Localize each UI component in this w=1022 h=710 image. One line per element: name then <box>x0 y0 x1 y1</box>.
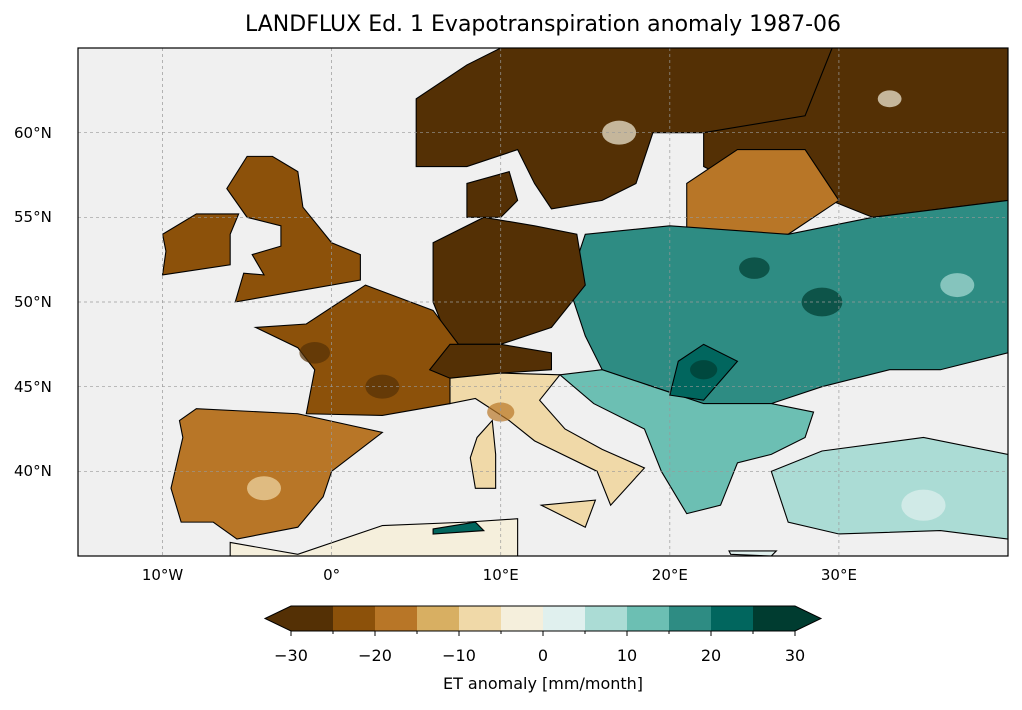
lon-tick-label: 0° <box>323 566 341 584</box>
colorbar-over-arrow <box>795 606 821 631</box>
land-great-britain <box>226 155 361 303</box>
land-denmark <box>466 170 519 218</box>
colorbar-tick-label: 30 <box>784 646 806 665</box>
colorbar-segment <box>753 606 796 631</box>
colorbar-segment <box>375 606 418 631</box>
colorbar-tick-label: 20 <box>700 646 722 665</box>
colorbar-tick-label: −10 <box>442 646 476 665</box>
lat-tick-label: 60°N <box>14 123 52 142</box>
lon-tick-label: 10°W <box>141 566 184 584</box>
texture-patch <box>901 489 946 521</box>
texture-patch <box>487 402 515 422</box>
lat-tick-label: 45°N <box>14 377 52 396</box>
texture-patch <box>365 374 400 399</box>
lat-tick-label: 50°N <box>14 293 52 311</box>
texture-patch <box>739 257 770 279</box>
land-ireland <box>161 213 240 276</box>
lon-tick-label: 10°E <box>482 566 519 584</box>
colorbar-label: ET anomaly [mm/month] <box>442 674 644 693</box>
colorbar-segment <box>333 606 376 631</box>
colorbar-segment <box>543 606 586 631</box>
texture-patch <box>940 273 975 298</box>
colorbar-segment <box>711 606 754 631</box>
colorbar-tick-label: 0 <box>537 646 549 665</box>
lon-tick-label: 30°E <box>820 566 857 584</box>
colorbar-tick-label: 10 <box>616 646 638 665</box>
land-sicily <box>539 499 597 528</box>
lat-tick-label: 40°N <box>14 462 52 481</box>
texture-patch <box>690 360 718 380</box>
colorbar-segment <box>627 606 670 631</box>
land-iberia <box>170 408 384 540</box>
land-turkey <box>770 436 1008 540</box>
colorbar-tick-label: −20 <box>358 646 392 665</box>
colorbar-tick-label: −30 <box>274 646 308 665</box>
land-cyprus-crete <box>728 550 778 556</box>
land-tunisia-teal <box>432 521 486 535</box>
colorbar-under-arrow <box>265 606 291 631</box>
map-frame <box>77 47 1009 557</box>
colorbar-segment <box>417 606 460 631</box>
texture-patch <box>877 90 902 108</box>
colorbar-segment <box>501 606 544 631</box>
colorbar-segment <box>291 606 334 631</box>
colorbar-segment <box>585 606 628 631</box>
lon-tick-label: 20°E <box>651 566 688 584</box>
texture-patch <box>299 342 331 364</box>
colorbar-segment <box>459 606 502 631</box>
texture-patch <box>247 476 281 501</box>
map-title: LANDFLUX Ed. 1 Evapotranspiration anomal… <box>245 12 841 37</box>
lat-tick-label: 55°N <box>14 208 52 227</box>
colorbar-segment <box>669 606 712 631</box>
